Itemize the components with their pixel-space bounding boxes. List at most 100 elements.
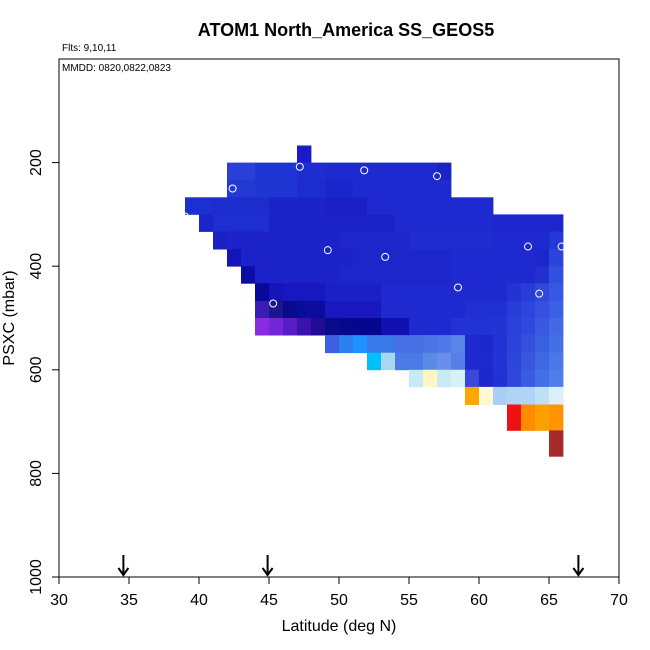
x-tick-label: 30 xyxy=(50,592,68,609)
heatmap-cell xyxy=(255,266,340,284)
heatmap-cell xyxy=(535,249,550,267)
heatmap-cell xyxy=(479,369,494,388)
heatmap-cell xyxy=(493,369,508,388)
heatmap-cell xyxy=(521,283,536,302)
sample-point xyxy=(524,242,532,251)
x-tick-label: 50 xyxy=(330,592,348,609)
heatmap-cell xyxy=(549,369,564,388)
heatmap-cell xyxy=(339,318,354,336)
heatmap-cell xyxy=(381,283,508,302)
heatmap-cell xyxy=(199,214,214,232)
heatmap-cell xyxy=(465,335,480,354)
heatmap-cell xyxy=(521,369,536,388)
heatmap-cell xyxy=(479,386,494,405)
y-axis-label: PSXC (mbar) xyxy=(1,270,18,365)
heatmap-cell xyxy=(325,335,340,354)
heatmap-cell xyxy=(213,214,270,232)
heatmap-cell xyxy=(283,283,326,302)
y-tick-label: 1000 xyxy=(28,559,45,595)
flights-annotation: Flts: 9,10,11 xyxy=(62,43,117,54)
latitude-arrow xyxy=(261,555,274,577)
heatmap-cell xyxy=(507,318,522,336)
heatmap-cell xyxy=(325,318,340,336)
heatmap-cell xyxy=(213,197,270,215)
heatmap-cell xyxy=(535,318,550,336)
heatmap-cell xyxy=(269,300,284,319)
heatmap-cell xyxy=(269,283,284,302)
heatmap-cell xyxy=(255,283,270,302)
x-tick-label: 35 xyxy=(120,592,138,609)
heatmap-cell xyxy=(339,231,410,250)
sample-point xyxy=(557,242,566,251)
x-tick-label: 40 xyxy=(190,592,208,609)
heatmap-cell xyxy=(241,266,256,284)
heatmap-cell xyxy=(437,369,452,388)
x-axis-label: Latitude (deg N) xyxy=(282,618,397,635)
latitude-arrow xyxy=(572,555,585,577)
heatmap-cell xyxy=(465,352,494,371)
heatmap-cell xyxy=(535,352,550,371)
heatmap-cell xyxy=(521,335,536,354)
sample-point xyxy=(360,166,369,175)
heatmap-cell xyxy=(535,300,550,319)
heatmap-cell xyxy=(465,369,480,388)
heatmap-cell xyxy=(227,162,256,181)
heatmap-cell xyxy=(535,335,550,354)
heatmap-cell xyxy=(185,197,214,215)
sample-point xyxy=(535,289,544,298)
heatmap-cell xyxy=(241,249,354,267)
heatmap-cell xyxy=(353,179,452,198)
heatmap-cell xyxy=(325,300,382,319)
sample-point xyxy=(433,172,441,181)
sample-point xyxy=(381,252,390,261)
x-tick-label: 65 xyxy=(540,592,558,609)
heatmap-cell xyxy=(353,318,382,336)
heatmap-cells xyxy=(185,145,564,457)
heatmap-cell xyxy=(549,283,564,302)
heatmap-cell xyxy=(437,335,452,354)
dates-annotation: MMDD: 0820,0822,0823 xyxy=(62,63,171,74)
heatmap-cell xyxy=(493,386,508,405)
y-tick-label: 600 xyxy=(28,356,45,383)
heatmap-cell xyxy=(549,300,564,319)
heatmap-cell xyxy=(367,335,396,354)
heatmap-cell xyxy=(549,386,564,405)
heatmap-cell xyxy=(395,352,424,371)
heatmap-cell xyxy=(367,352,382,371)
y-tick-label: 400 xyxy=(28,253,45,280)
heatmap-cell xyxy=(381,300,466,319)
x-tick-label: 60 xyxy=(470,592,488,609)
heatmap-cell xyxy=(493,335,508,354)
latitude-markers xyxy=(117,555,585,577)
heatmap-cell xyxy=(381,318,410,336)
heatmap-cell xyxy=(227,249,242,267)
heatmap-cell xyxy=(451,249,536,267)
heatmap-cell xyxy=(535,404,550,431)
heatmap-cell xyxy=(339,335,354,354)
sample-point xyxy=(545,547,553,556)
heatmap-cell xyxy=(493,318,508,336)
heatmap-cell xyxy=(521,318,536,336)
heatmap-cell xyxy=(549,404,564,431)
heatmap-cell xyxy=(549,318,564,336)
heatmap-cell xyxy=(535,369,550,388)
y-tick-label: 200 xyxy=(28,149,45,176)
heatmap-cell xyxy=(339,266,452,284)
y-tick-label: 800 xyxy=(28,460,45,487)
sample-point xyxy=(454,283,462,292)
heatmap-cell xyxy=(409,231,494,250)
heatmap-cell xyxy=(297,300,326,319)
heatmap-cell xyxy=(465,386,480,405)
sample-point xyxy=(228,184,237,193)
sample-point xyxy=(269,299,278,308)
heatmap-cell xyxy=(549,231,564,250)
heatmap-cell xyxy=(437,352,452,371)
heatmap-cell xyxy=(297,318,312,336)
heatmap-cell xyxy=(297,145,312,163)
heatmap-cell xyxy=(451,266,536,284)
sample-point xyxy=(547,460,556,469)
heatmap-cell xyxy=(549,352,564,371)
heatmap-cell xyxy=(479,335,494,354)
heatmap-cell xyxy=(535,266,550,284)
heatmap-cell xyxy=(507,404,522,431)
